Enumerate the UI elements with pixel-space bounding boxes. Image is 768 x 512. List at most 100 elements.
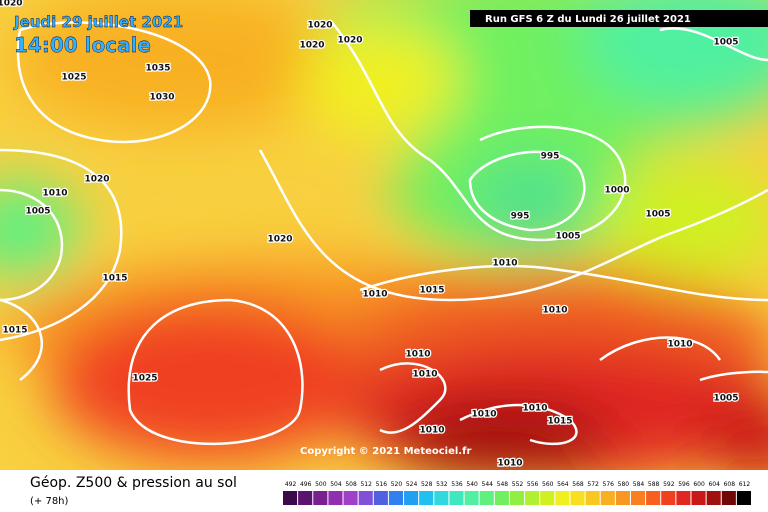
isobar-label: 1010: [667, 340, 692, 350]
colorbar-label: 540: [466, 481, 478, 488]
isobar-label: 995: [511, 212, 530, 222]
colorbar-swatch: [328, 491, 343, 505]
colorbar-swatch: [646, 491, 661, 505]
colorbar-label: 500: [315, 481, 327, 488]
isobar-label: 1015: [547, 417, 572, 427]
colorbar-label: 552: [512, 481, 524, 488]
colorbar-swatch: [479, 491, 494, 505]
colorbar-swatch: [721, 491, 736, 505]
colorbar-label: 504: [330, 481, 342, 488]
colorbar-label: 564: [557, 481, 569, 488]
colorbar-label: 576: [603, 481, 615, 488]
colorbar-label: 592: [663, 481, 675, 488]
colorbar-swatch: [388, 491, 404, 505]
isobar-label: 1015: [419, 286, 444, 296]
colorbar-swatch: [298, 491, 313, 505]
colorbar-label: 516: [376, 481, 388, 488]
colorbar-label: 612: [739, 481, 751, 488]
isobar-label: 1020: [267, 235, 292, 245]
colorbar-swatch: [570, 491, 585, 505]
colorbar-swatch: [525, 491, 540, 505]
colorbar-label: 596: [678, 481, 690, 488]
colorbar-swatch: [540, 491, 555, 505]
colorbar-label: 548: [497, 481, 509, 488]
isobar-label: 1010: [419, 426, 444, 436]
isobar-label: 1010: [497, 459, 522, 469]
colorbar-swatch: [358, 491, 373, 505]
isobar-label: 1010: [362, 290, 387, 300]
colorbar-label: 600: [693, 481, 705, 488]
copyright: Copyright © 2021 Meteociel.fr: [300, 446, 471, 457]
isobar-label: 1005: [713, 394, 738, 404]
colorbar-label: 568: [572, 481, 584, 488]
isobar-label: 1005: [713, 38, 738, 48]
colorbar-swatch: [283, 491, 298, 505]
isobars: [0, 19, 768, 446]
colorbar-swatch: [691, 491, 706, 505]
colorbar-swatch: [676, 491, 691, 505]
colorbar-label: 536: [451, 481, 463, 488]
colorbar-swatch: [494, 491, 509, 505]
isobar-label: 1005: [645, 210, 670, 220]
colorbar-swatch: [585, 491, 600, 505]
isobar-label: 1010: [405, 350, 430, 360]
colorbar-swatch: [736, 491, 751, 505]
isobar-label: 1020: [299, 41, 324, 51]
isobar-label: 1030: [149, 93, 174, 103]
colorbar-swatch: [706, 491, 721, 505]
isobar-label: 1010: [522, 404, 547, 414]
isobar-label: 995: [541, 152, 560, 162]
colorbar-label: 544: [482, 481, 494, 488]
isobar-label: 1005: [555, 232, 580, 242]
colorbar-label: 588: [648, 481, 660, 488]
field: [0, 0, 768, 470]
isobar-label: 1015: [2, 326, 27, 336]
isobar-label: 1010: [471, 410, 496, 420]
colorbar-label: 584: [633, 481, 645, 488]
colorbar-swatch: [464, 491, 479, 505]
colorbar-label: 572: [587, 481, 599, 488]
isobar-label: 1020: [337, 36, 362, 46]
isobar-label: 1020: [307, 21, 332, 31]
colorbar-swatch: [555, 491, 570, 505]
colorbar-swatch: [404, 491, 419, 505]
isobar-label: 1010: [492, 259, 517, 269]
colorbar-swatch: [630, 491, 646, 505]
isobar-label: 1010: [412, 370, 437, 380]
colorbar-label: 608: [724, 481, 736, 488]
colorbar-swatch: [313, 491, 328, 505]
colorbar-label: 580: [618, 481, 630, 488]
colorbar-swatch: [661, 491, 676, 505]
colorbar-swatch: [419, 491, 434, 505]
isobar-label: 1005: [25, 207, 50, 217]
colorbar-label: 508: [345, 481, 357, 488]
isobar-label: 1025: [61, 73, 86, 83]
run-banner: [470, 10, 768, 27]
isobar-label: 1015: [102, 274, 127, 284]
colorbar-swatch: [373, 491, 388, 505]
colorbar-label: 560: [542, 481, 554, 488]
colorbar-label: 520: [391, 481, 403, 488]
colorbar-label: 524: [406, 481, 418, 488]
legend-title: Géop. Z500 & pression au sol: [30, 475, 237, 491]
legend-lead: (+ 78h): [30, 496, 69, 507]
colorbar-label: 528: [421, 481, 433, 488]
colorbar-label: 556: [527, 481, 539, 488]
colorbar-swatch: [434, 491, 449, 505]
colorbar-label: 512: [360, 481, 372, 488]
isobar-label: 1010: [542, 306, 567, 316]
colorbar-swatch: [343, 491, 358, 505]
date: Jeudi 29 juillet 2021: [13, 13, 183, 31]
isobar-label: 1035: [145, 64, 170, 74]
colorbar-label: 604: [708, 481, 720, 488]
isobar-label: 1010: [42, 189, 67, 199]
isobar-label: 1020: [0, 0, 23, 9]
isobar-label: 1025: [132, 374, 157, 384]
colorbar-label: 532: [436, 481, 448, 488]
colorbar-swatch: [600, 491, 615, 505]
isobar-label: 1020: [84, 175, 109, 185]
run-info: Run GFS 6 Z du Lundi 26 juillet 2021: [485, 14, 691, 25]
colorbar-swatch: [615, 491, 630, 505]
colorbar-label: 492: [285, 481, 297, 488]
